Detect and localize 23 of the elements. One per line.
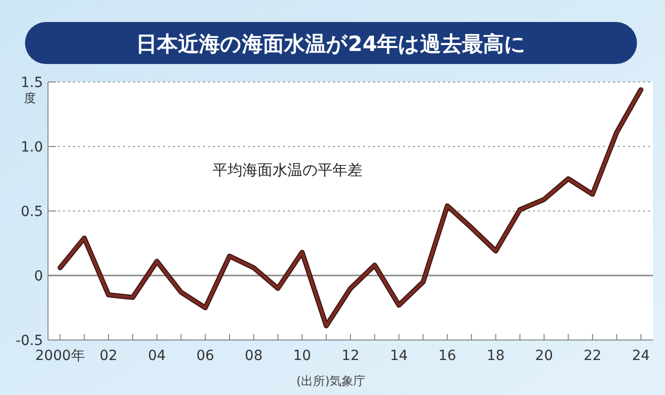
x-tick-label: 10 bbox=[293, 348, 312, 364]
text: (出所)気象庁 bbox=[296, 374, 366, 388]
x-tick-label: 02 bbox=[100, 348, 118, 364]
y-axis-title: 度 bbox=[24, 91, 36, 105]
line-series bbox=[58, 87, 644, 328]
x-tick-label: 04 bbox=[148, 348, 166, 364]
x-tick-label: 2000年 bbox=[35, 348, 85, 364]
x-tick-label: 14 bbox=[390, 348, 408, 364]
x-tick-label: 24 bbox=[632, 348, 650, 364]
x-tick-label: 18 bbox=[486, 348, 505, 364]
chart-title: 日本近海の海面水温が24年は過去最高に bbox=[136, 32, 526, 56]
x-tick-label: 20 bbox=[535, 348, 554, 364]
y-tick-label: 1.0 bbox=[20, 139, 43, 156]
x-tick-label: 22 bbox=[584, 348, 602, 364]
x-tick-label: 06 bbox=[196, 348, 214, 364]
y-tick-label: 1.5 bbox=[20, 74, 43, 91]
y-tick-label: 0 bbox=[34, 268, 43, 284]
text: 平均海面水温の平年差 bbox=[212, 160, 363, 179]
x-tick-label: 12 bbox=[342, 348, 360, 364]
x-tick-label: 08 bbox=[244, 348, 263, 364]
y-tick-label: 0.5 bbox=[20, 204, 43, 220]
x-tick-label: 16 bbox=[438, 348, 456, 364]
y-tick-label: -0.5 bbox=[16, 332, 43, 349]
